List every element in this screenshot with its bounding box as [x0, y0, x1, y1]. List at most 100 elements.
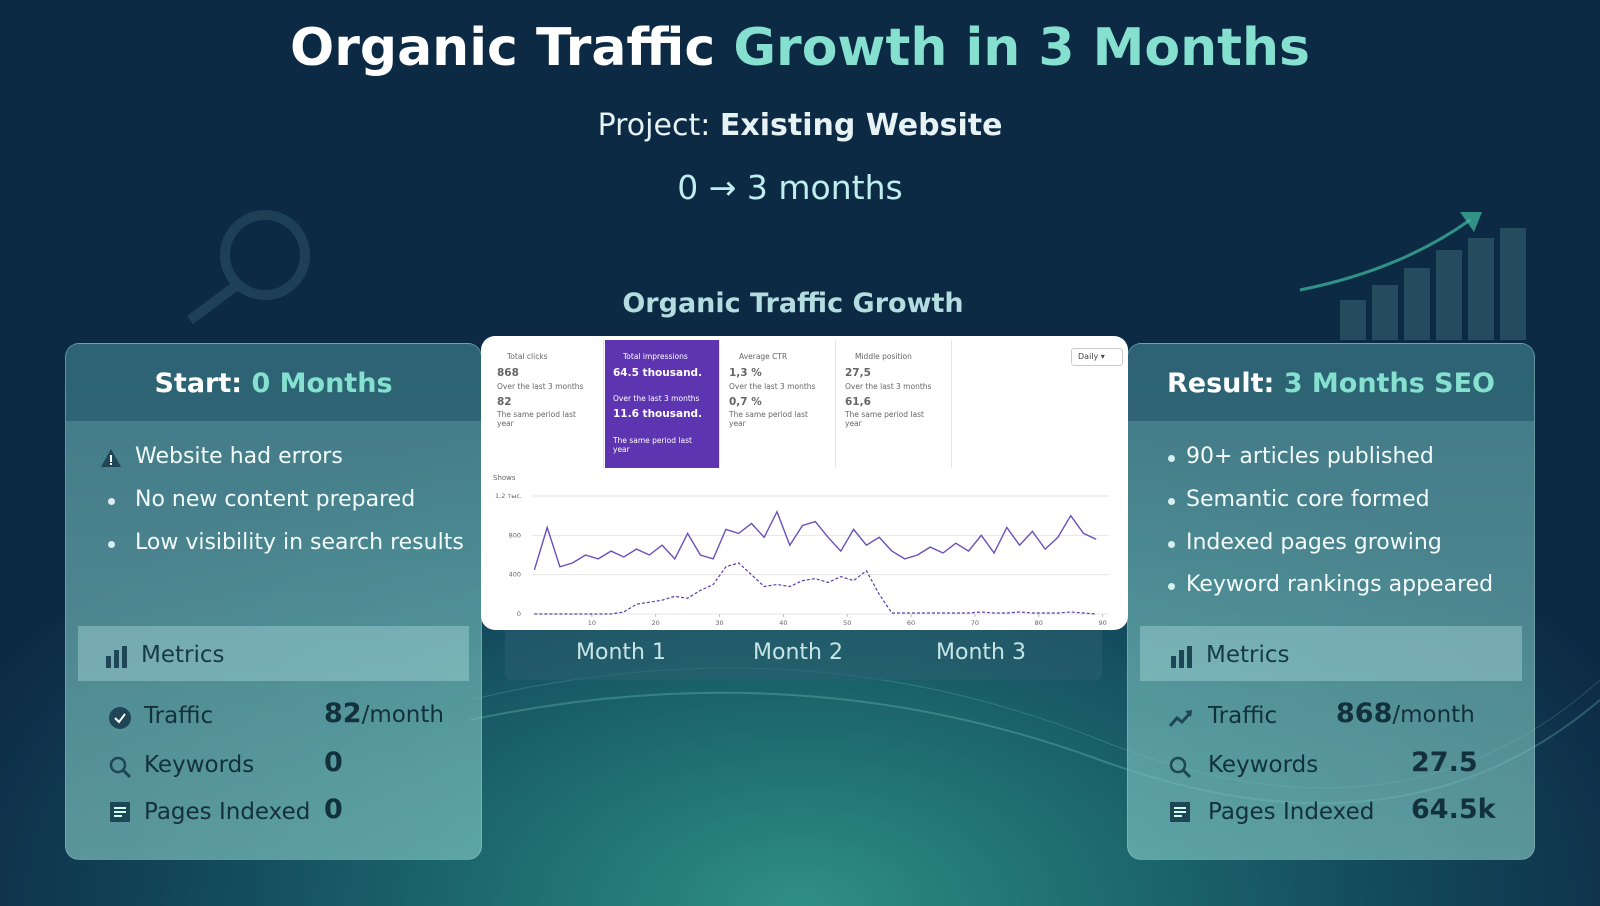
- metric-label: Keywords: [1208, 752, 1319, 778]
- metric-label: Traffic: [1208, 703, 1278, 729]
- panel-header: [66, 344, 481, 421]
- project-label: Project:: [597, 108, 711, 143]
- panel-title: Result: 3 Months SEO: [1128, 368, 1534, 399]
- timeline-unit: months: [778, 168, 903, 207]
- bullet: [108, 541, 115, 548]
- x-tick-label: 10: [588, 619, 596, 627]
- metric-unit: /month: [1392, 702, 1475, 728]
- stat-label: Total clicks: [507, 352, 548, 361]
- stat-tile[interactable]: Total clicks 868 Over the last 3 months 82 T…: [489, 340, 604, 468]
- month-label: Month 2: [753, 640, 843, 665]
- panel-title-value: 0 Months: [251, 368, 393, 399]
- month-label: Month 1: [576, 640, 666, 665]
- metric-label: Traffic: [144, 703, 214, 729]
- stat-note: The same period last year: [613, 436, 692, 454]
- stat-note: The same period last year: [845, 410, 924, 428]
- y-tick-label: 400: [509, 571, 521, 579]
- start-panel: Start: 0 Months Website had errors No ne…: [65, 343, 482, 860]
- subtitle: Project: Existing Website: [598, 108, 1003, 143]
- title: Organic Traffic Growth in 3 Months: [290, 18, 1310, 78]
- metrics-band: [1140, 626, 1522, 681]
- metric-label: Pages Indexed: [144, 799, 311, 825]
- metric-value: 64.5k: [1411, 794, 1496, 825]
- stat-value: 1,3 %: [729, 367, 762, 379]
- x-tick-label: 50: [843, 619, 851, 627]
- stat-previous: 11.6 thousand.: [613, 408, 703, 420]
- data-line: [534, 562, 1097, 615]
- panel-header: [1128, 344, 1534, 421]
- start-item: Website had errors: [135, 444, 343, 469]
- x-tick-label: 20: [652, 619, 660, 627]
- stat-label: Average CTR: [739, 352, 788, 361]
- result-panel: Result: 3 Months SEO 90+ articles publis…: [1127, 343, 1535, 860]
- y-tick-label: 0: [517, 610, 521, 618]
- trend-icon: [1168, 710, 1193, 727]
- stat-previous: 61,6: [845, 396, 871, 408]
- stat-tile[interactable]: Total impressions 64.5 thousand. Over the …: [605, 340, 720, 468]
- x-tick-label: 80: [1035, 619, 1043, 627]
- timeline-range: 0 → 3: [677, 168, 768, 207]
- stat-note: Over the last 3 months: [613, 394, 700, 403]
- stat-note: Over the last 3 months: [729, 382, 816, 391]
- metrics-band: [78, 626, 469, 681]
- start-item: Low visibility in search results: [135, 530, 464, 555]
- result-item: Keyword rankings appeared: [1186, 572, 1494, 597]
- panel-title-label: Result:: [1166, 368, 1275, 399]
- bullet: [1168, 541, 1175, 548]
- stat-label: Total impressions: [623, 352, 688, 361]
- stat-value: 868: [497, 367, 519, 379]
- report-card: Shows 0 400 800 1,2 тыс. 10 20 30 40 50 60 70 80 90 T…: [481, 336, 1128, 630]
- stat-label: Middle position: [855, 352, 912, 361]
- title-accent: Growth in 3 Months: [733, 18, 1310, 78]
- result-item: Indexed pages growing: [1186, 530, 1442, 555]
- x-tick-label: 40: [779, 619, 787, 627]
- stat-value: 64.5 thousand.: [613, 367, 703, 379]
- metrics-title: Metrics: [1206, 642, 1290, 668]
- period-label: Daily: [1078, 352, 1099, 361]
- title-main: Organic Traffic: [290, 18, 716, 78]
- result-item: Semantic core formed: [1186, 487, 1430, 512]
- stat-note: Over the last 3 months: [845, 382, 932, 391]
- month-label: Month 3: [936, 640, 1026, 665]
- metric-label: Pages Indexed: [1208, 799, 1375, 825]
- metric-value: 868/month: [1336, 698, 1475, 729]
- stat-previous: 0,7 %: [729, 396, 762, 408]
- pages-icon: [1170, 802, 1190, 822]
- metric-number: 868: [1336, 698, 1393, 729]
- metric-value: 0: [324, 794, 343, 825]
- stat-value: 27,5: [845, 367, 871, 379]
- search-icon: [109, 756, 132, 779]
- metric-label: Keywords: [144, 752, 255, 778]
- stat-note: Over the last 3 months: [497, 382, 584, 391]
- bullet: [1168, 583, 1175, 590]
- x-tick-label: 60: [907, 619, 915, 627]
- traffic-icon: [109, 707, 131, 729]
- start-item: No new content prepared: [135, 487, 416, 512]
- stat-tile[interactable]: Middle position 27,5 Over the last 3 month…: [837, 340, 952, 468]
- x-tick-label: 90: [1098, 619, 1106, 627]
- timeline: 0 → 3 months: [677, 168, 902, 207]
- period-select[interactable]: Daily ▾: [1071, 348, 1123, 366]
- metrics-title: Metrics: [141, 642, 225, 668]
- data-line: [533, 509, 1097, 571]
- stat-tile[interactable]: Average CTR 1,3 % Over the last 3 months 0,…: [721, 340, 836, 468]
- metric-value: 0: [324, 747, 343, 778]
- bullet: [1168, 455, 1175, 462]
- center-title: Organic Traffic Growth: [622, 288, 964, 319]
- panel-title-label: Start:: [154, 368, 243, 399]
- metric-unit: /month: [361, 702, 444, 728]
- project-name: Existing Website: [719, 108, 1003, 143]
- x-tick-label: 30: [715, 619, 723, 627]
- pages-icon: [110, 802, 130, 822]
- metric-value: 82/month: [324, 698, 444, 729]
- stat-previous: 82: [497, 396, 512, 408]
- stat-note: The same period last year: [497, 410, 576, 428]
- panel-title-value: 3 Months SEO: [1283, 368, 1496, 399]
- x-tick-label: 70: [971, 619, 979, 627]
- line-chart: Shows 0 400 800 1,2 тыс. 10 20 30 40 50 60 70 80 90: [493, 474, 1109, 627]
- y-axis-label: Shows: [493, 474, 516, 482]
- metrics-icon: [1171, 646, 1192, 668]
- search-icon: [1169, 756, 1192, 779]
- metric-value: 27.5: [1411, 747, 1478, 778]
